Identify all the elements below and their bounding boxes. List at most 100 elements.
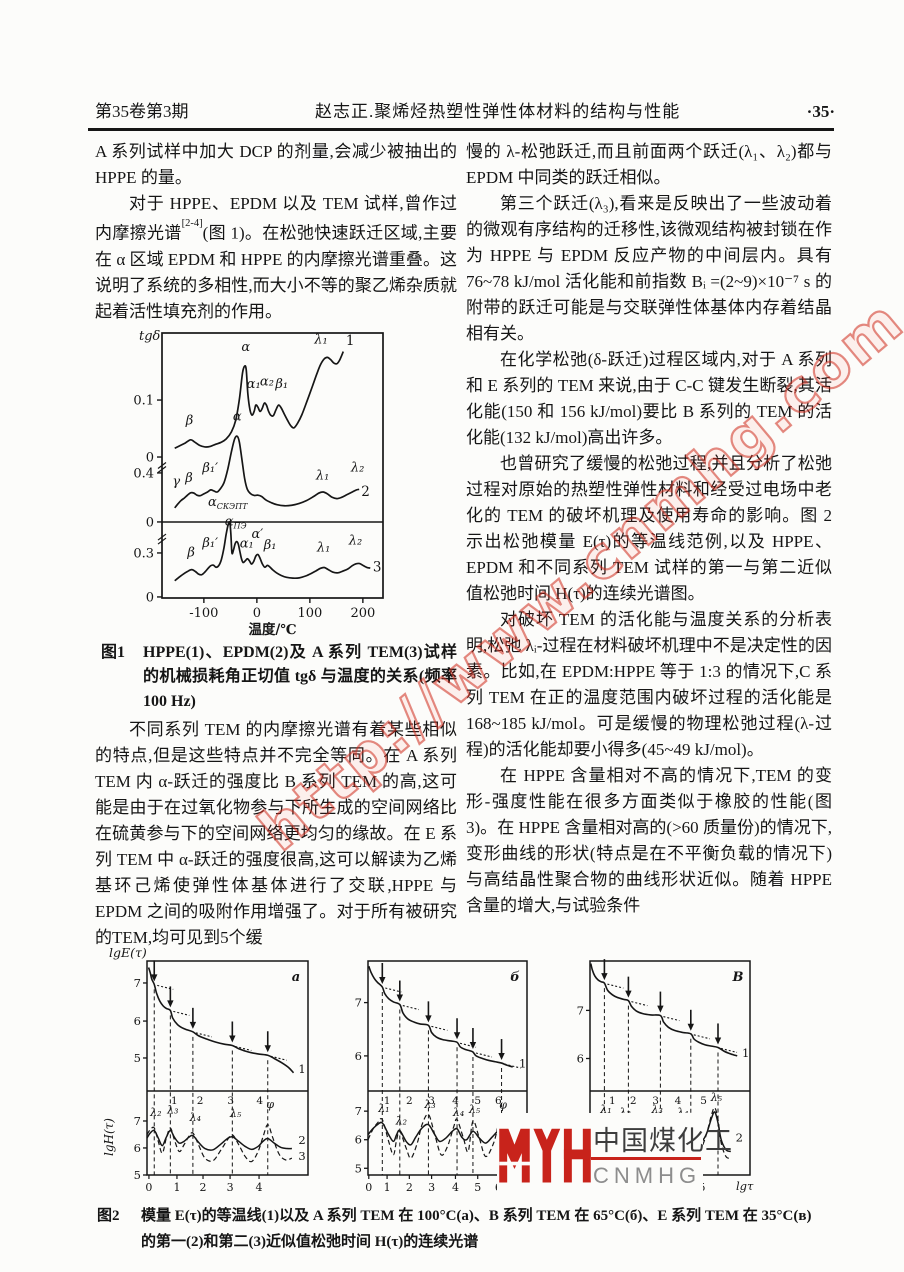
svg-text:3: 3 bbox=[428, 1181, 435, 1194]
svg-text:1: 1 bbox=[742, 1046, 749, 1060]
svg-text:4: 4 bbox=[256, 1181, 263, 1194]
svg-text:1: 1 bbox=[298, 1062, 305, 1076]
svg-text:λ₂: λ₂ bbox=[149, 1106, 161, 1119]
svg-text:7: 7 bbox=[355, 1104, 362, 1118]
svg-text:7: 7 bbox=[134, 1114, 141, 1128]
svg-text:-100: -100 bbox=[189, 606, 218, 621]
svg-text:0.3: 0.3 bbox=[133, 546, 154, 561]
cnmhg-logo: 中国煤化工 CNMHG bbox=[497, 1113, 732, 1197]
page-header: 第35卷第3期 赵志正.聚烯烃热塑性弹性体材料的结构与性能 ·35· bbox=[95, 97, 835, 122]
svg-text:1: 1 bbox=[384, 1095, 391, 1107]
svg-text:2: 2 bbox=[197, 1095, 204, 1107]
figure2-caption-line1: 模量 E(τ)的等温线(1)以及 A 系列 TEM 在 100°C(а)、B 系… bbox=[141, 1208, 812, 1224]
svg-text:λ₁: λ₁ bbox=[316, 540, 330, 555]
svg-text:λ₁: λ₁ bbox=[599, 1103, 611, 1116]
svg-text:3: 3 bbox=[298, 1149, 305, 1163]
svg-text:0: 0 bbox=[146, 515, 154, 530]
svg-text:α: α bbox=[233, 409, 242, 424]
paragraph: 对破坏 TEM 的活化能与温度关系的分析表明,松弛 λᵢ-过程在材料破坏机理中不… bbox=[466, 610, 832, 759]
svg-text:2: 2 bbox=[298, 1133, 305, 1147]
svg-text:B: B bbox=[732, 970, 744, 985]
svg-text:0: 0 bbox=[146, 590, 154, 605]
svg-text:αСКЭПТ: αСКЭПТ bbox=[208, 494, 248, 510]
svg-text:β₁′: β₁′ bbox=[201, 536, 218, 551]
figure2-caption: 图2 模量 E(τ)的等温线(1)以及 A 系列 TEM 在 100°C(а)、… bbox=[97, 1203, 835, 1255]
svg-text:2: 2 bbox=[406, 1181, 413, 1194]
figure1-caption: 图1 HPPE(1)、EPDM(2)及 A 系列 TEM(3)试样的机械损耗角正… bbox=[101, 641, 457, 715]
svg-text:β: β bbox=[184, 471, 193, 486]
svg-text:6: 6 bbox=[134, 1014, 141, 1028]
svg-text:0.1: 0.1 bbox=[133, 393, 154, 408]
figure2-caption-text: 模量 E(τ)的等温线(1)以及 A 系列 TEM 在 100°C(а)、B 系… bbox=[141, 1203, 811, 1255]
svg-text:6: 6 bbox=[134, 1141, 141, 1155]
svg-text:3: 3 bbox=[373, 559, 382, 575]
svg-text:lgH(τ): lgH(τ) bbox=[102, 1118, 116, 1156]
svg-text:5: 5 bbox=[700, 1095, 707, 1107]
svg-text:200: 200 bbox=[350, 606, 375, 621]
svg-text:2: 2 bbox=[406, 1095, 413, 1107]
header-rule bbox=[88, 128, 834, 131]
svg-text:а: а bbox=[292, 970, 300, 985]
svg-text:100: 100 bbox=[297, 606, 322, 621]
svg-text:5: 5 bbox=[474, 1095, 481, 1107]
svg-text:4: 4 bbox=[256, 1095, 263, 1107]
paragraph: 在化学松弛(δ-跃迁)过程区域内,对于 A 系列和 E 系列的 TEM 来说,由… bbox=[466, 350, 832, 447]
svg-text:γ: γ bbox=[172, 474, 180, 489]
paragraph: A 系列试样中加大 DCP 的剂量,会减少被抽出的 HPPE 的量。 bbox=[95, 142, 457, 187]
svg-text:lgE(τ): lgE(τ) bbox=[109, 945, 147, 960]
left-column: A 系列试样中加大 DCP 的剂量,会减少被抽出的 HPPE 的量。 对于 HP… bbox=[95, 139, 457, 951]
svg-text:1: 1 bbox=[173, 1181, 180, 1194]
paragraph: 在 HPPE 含量相对不高的情况下,TEM 的变形-强度性能在很多方面类似于橡胶… bbox=[466, 766, 832, 915]
svg-text:α: α bbox=[241, 340, 250, 355]
svg-text:tgδ: tgδ bbox=[139, 329, 161, 344]
svg-text:α₁: α₁ bbox=[240, 536, 254, 551]
svg-text:0: 0 bbox=[253, 606, 261, 621]
cnmhg-logo-glyph bbox=[499, 1128, 591, 1183]
running-title: 赵志正.聚烯烃热塑性弹性体材料的结构与性能 bbox=[314, 102, 681, 121]
svg-text:5: 5 bbox=[474, 1181, 481, 1194]
svg-text:λ₄: λ₄ bbox=[189, 1111, 201, 1124]
svg-text:温度/℃: 温度/℃ bbox=[248, 621, 296, 636]
svg-text:λ₃: λ₃ bbox=[166, 1104, 178, 1117]
svg-text:λ₄: λ₄ bbox=[452, 1106, 464, 1119]
svg-text:2: 2 bbox=[630, 1095, 637, 1107]
svg-text:4: 4 bbox=[452, 1095, 459, 1107]
logo-latin-text: CNMHG bbox=[593, 1163, 702, 1188]
svg-text:1: 1 bbox=[384, 1181, 391, 1194]
svg-text:2: 2 bbox=[736, 1130, 743, 1144]
svg-text:α′: α′ bbox=[252, 527, 264, 542]
citation-ref: [2-4] bbox=[181, 218, 203, 229]
svg-text:λ₃: λ₃ bbox=[423, 1098, 435, 1111]
svg-text:λ₃: λ₃ bbox=[651, 1103, 663, 1116]
svg-text:λ₂: λ₂ bbox=[395, 1115, 407, 1128]
svg-text:λ₁: λ₁ bbox=[315, 468, 329, 483]
svg-text:3: 3 bbox=[652, 1095, 659, 1107]
svg-text:7: 7 bbox=[355, 996, 362, 1010]
svg-text:λ₂: λ₂ bbox=[350, 460, 364, 475]
svg-text:1: 1 bbox=[609, 1095, 616, 1107]
figure1-label: 图1 bbox=[101, 643, 126, 661]
svg-text:6: 6 bbox=[495, 1095, 502, 1107]
right-column: 慢的 λ-松弛跃迁,而且前面两个跃迁(λ₁、λ₂)都与 EPDM 中同类的跃迁相… bbox=[466, 139, 832, 919]
svg-text:0: 0 bbox=[145, 1181, 152, 1194]
svg-text:λ₁: λ₁ bbox=[377, 1102, 389, 1115]
svg-text:7: 7 bbox=[577, 1003, 584, 1017]
svg-text:б: б bbox=[510, 970, 520, 985]
svg-text:φ: φ bbox=[266, 1098, 274, 1111]
svg-text:2: 2 bbox=[361, 484, 370, 500]
svg-text:3: 3 bbox=[227, 1181, 234, 1194]
svg-text:αПЭ: αПЭ bbox=[225, 514, 247, 530]
svg-text:λ₂: λ₂ bbox=[348, 533, 362, 548]
svg-text:α₂: α₂ bbox=[260, 374, 274, 389]
svg-text:α₁: α₁ bbox=[247, 377, 261, 392]
svg-text:0.4: 0.4 bbox=[133, 466, 154, 481]
svg-text:φ: φ bbox=[499, 1099, 507, 1112]
logo-chinese-text: 中国煤化工 bbox=[593, 1126, 733, 1156]
svg-text:3: 3 bbox=[227, 1095, 234, 1107]
svg-text:0: 0 bbox=[146, 450, 154, 465]
paragraph: 也曾研究了缓慢的松弛过程,并且分析了松弛过程对原始的热塑性弹性材料和经受过电场中… bbox=[466, 454, 832, 603]
paragraph-text: (图 1)。在松弛快速跃迁区域,主要在 α 区域 EPDM 和 HPPE 的内摩… bbox=[95, 223, 457, 321]
logo-glyph-slit bbox=[499, 1161, 531, 1166]
